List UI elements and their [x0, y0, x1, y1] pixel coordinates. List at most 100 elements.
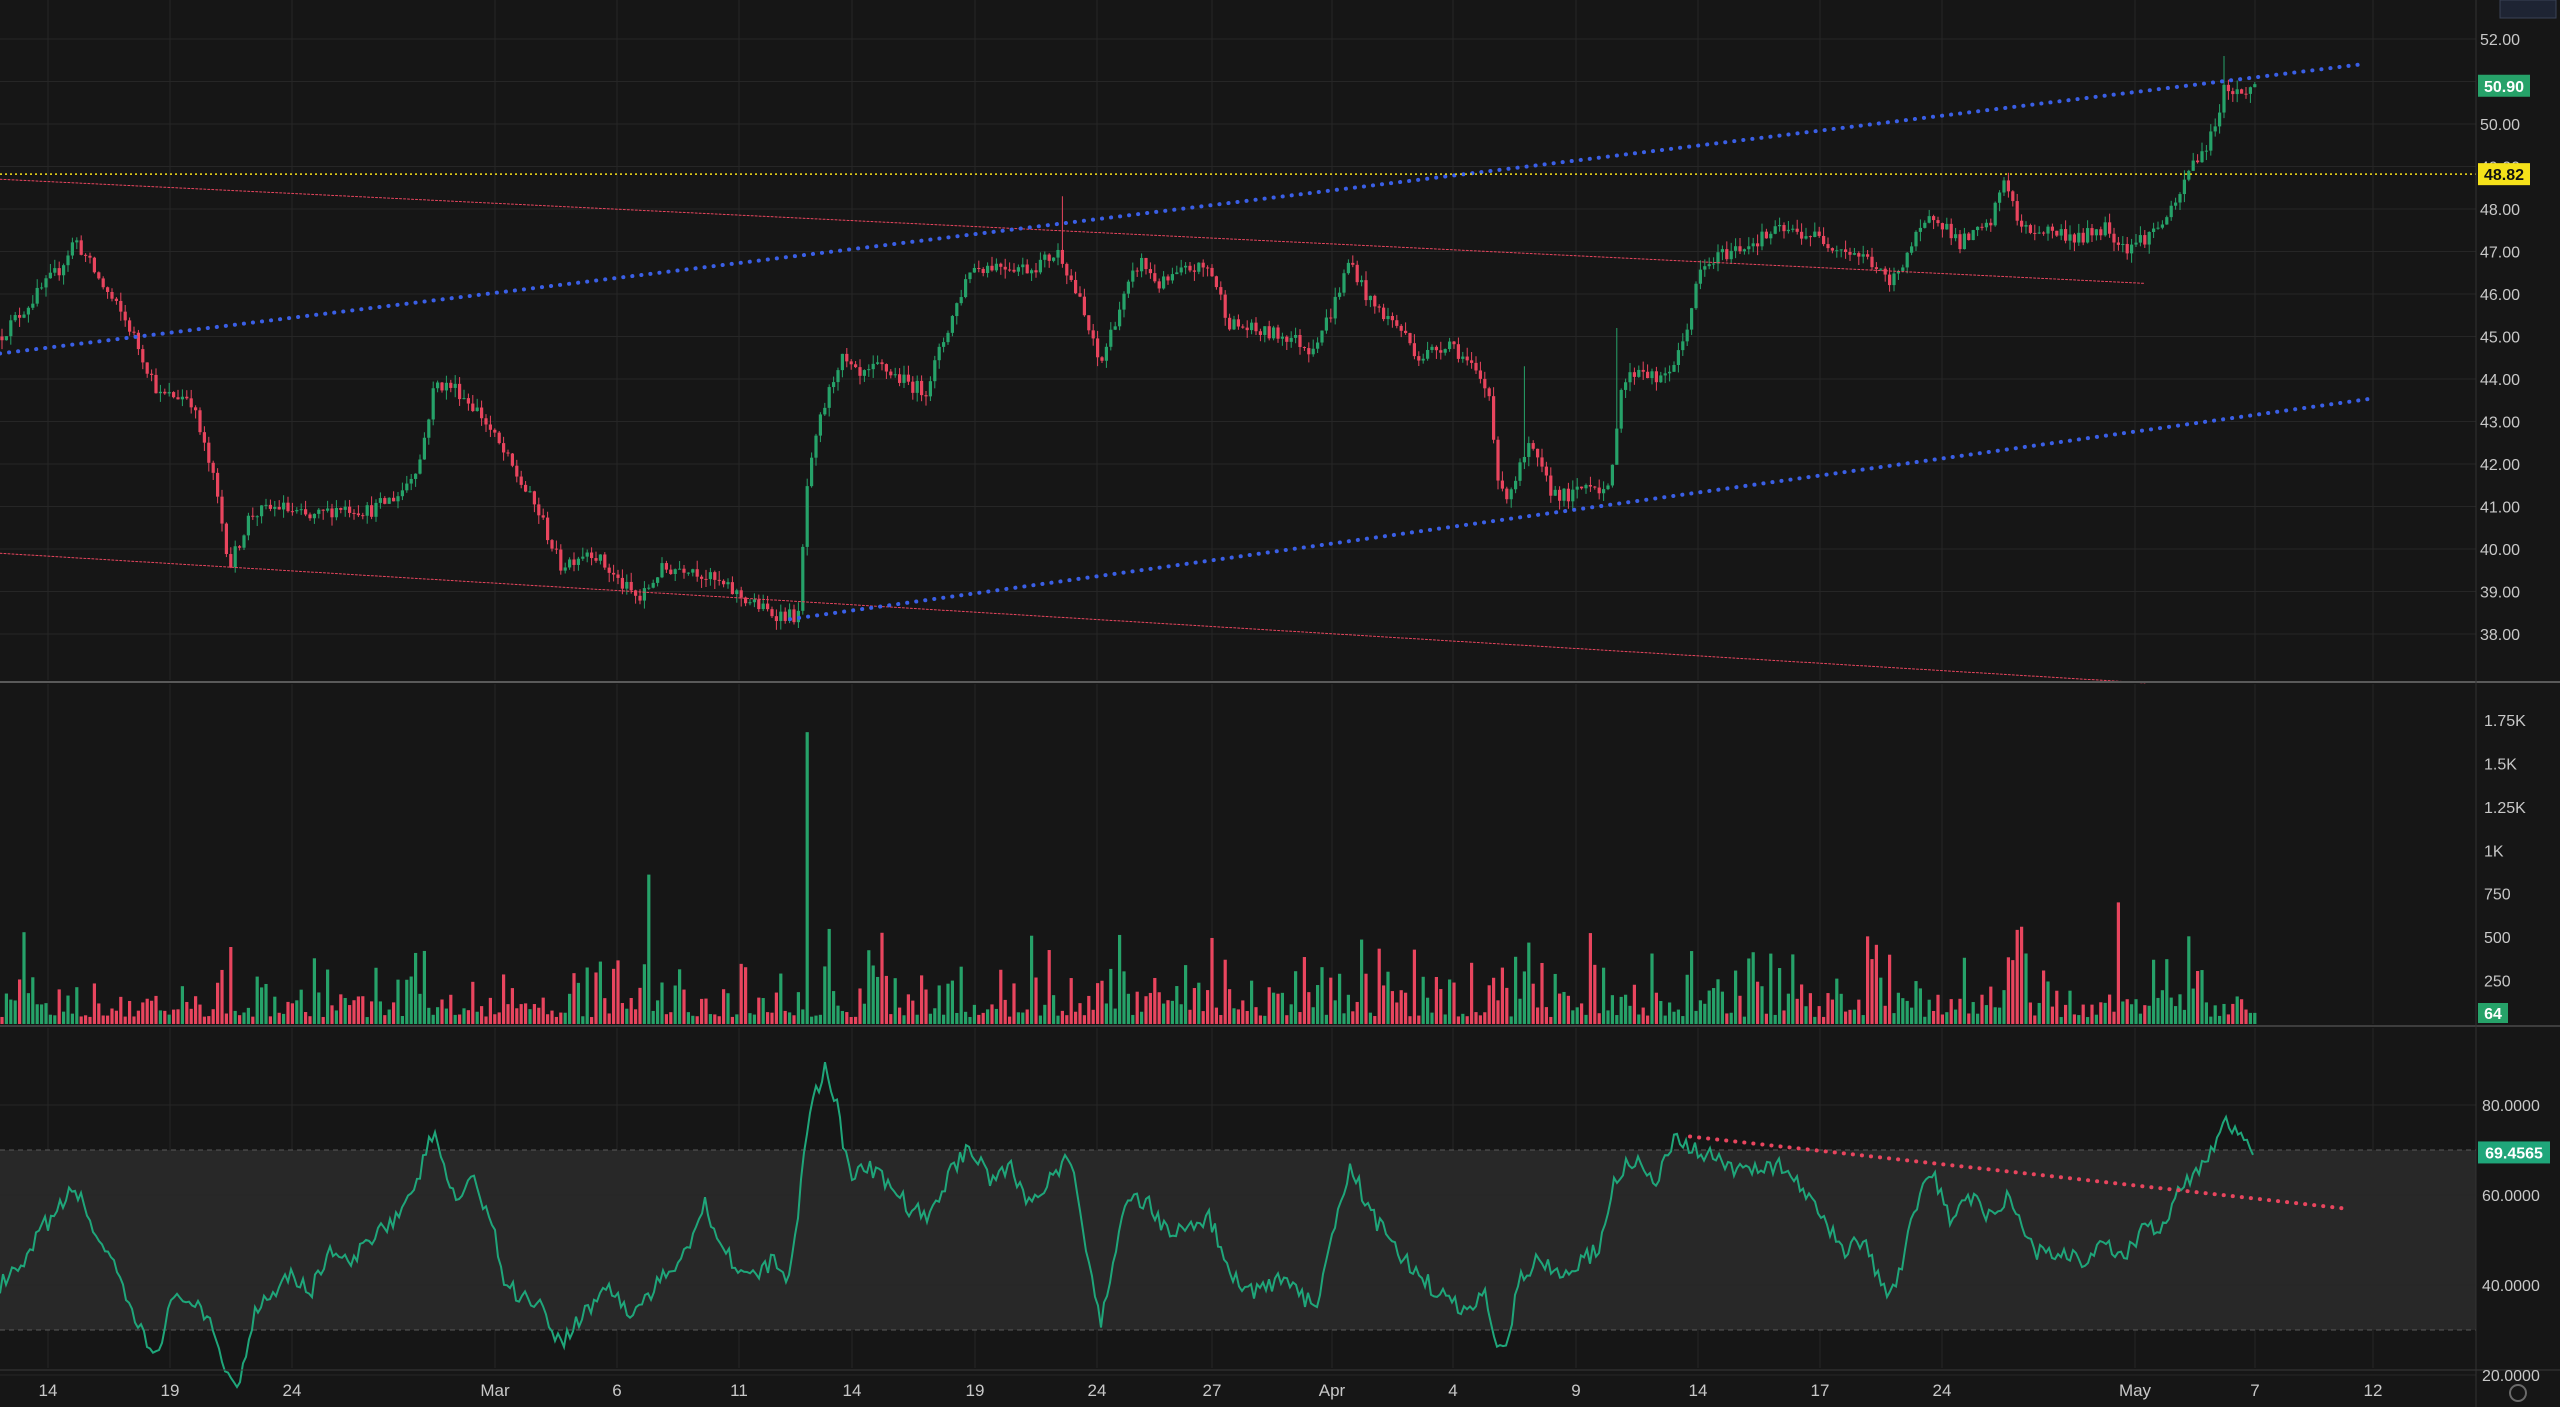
volume-bar	[924, 989, 928, 1024]
volume-bar	[1157, 992, 1161, 1024]
candle-body	[708, 572, 712, 580]
candle-body	[2248, 87, 2252, 94]
volume-bar	[312, 958, 316, 1024]
candle-body	[1668, 371, 1672, 374]
volume-bar	[647, 874, 651, 1024]
volume-bar	[1518, 998, 1522, 1024]
candle-body	[1461, 356, 1465, 359]
candle-body	[1725, 249, 1729, 260]
volume-bar	[783, 1010, 787, 1024]
volume-bar	[1883, 1005, 1887, 1024]
rsi-axis[interactable]: 80.0000 60.0000 40.0000 20.0000	[2482, 1098, 2540, 1385]
candle-body	[722, 580, 726, 585]
volume-bar	[343, 998, 347, 1024]
volume-bar	[2046, 981, 2050, 1024]
volume-bar	[1140, 1011, 1144, 1024]
volume-bar	[1690, 951, 1694, 1024]
candle-body	[1742, 249, 1746, 252]
candle-body	[1892, 273, 1896, 286]
candle-body	[53, 268, 57, 273]
volume-bar	[427, 1007, 431, 1024]
volume-bar	[1839, 993, 1843, 1024]
volume-bar	[524, 1003, 528, 1024]
candle-body	[1624, 382, 1628, 390]
scale-menu-button[interactable]	[2499, 0, 2557, 19]
price-axis[interactable]: 52.0051.0050.0049.0048.0047.0046.0045.00…	[2480, 32, 2520, 644]
candle-body	[493, 429, 497, 433]
candle-body	[57, 268, 61, 276]
lower-channel-line[interactable]	[788, 396, 2377, 622]
red-trend-line-bottom[interactable]	[0, 552, 2146, 684]
candle-body	[915, 380, 919, 393]
candle-body	[999, 263, 1003, 267]
volume-bar	[145, 998, 149, 1024]
volume-bar	[1558, 993, 1562, 1024]
candle-body	[854, 364, 858, 368]
time-tick-label: 27	[1203, 1381, 1222, 1400]
candle-body	[1210, 267, 1214, 277]
rsi-pane[interactable]	[0, 1028, 2476, 1389]
settings-icon[interactable]	[2509, 1384, 2527, 1402]
price-tick-label: 39.00	[2480, 585, 2520, 602]
candle-body	[70, 242, 74, 256]
price-pane[interactable]	[0, 0, 2476, 684]
candle-body	[686, 572, 690, 574]
candle-body	[1544, 466, 1548, 476]
volume-bar	[1214, 1007, 1218, 1024]
candle-body	[849, 361, 853, 365]
candle-body	[2121, 243, 2125, 245]
candle-body	[616, 574, 620, 578]
volume-bar	[1342, 1013, 1346, 1024]
volume-bar	[695, 1016, 699, 1024]
volume-bar	[656, 1000, 660, 1024]
candle-body	[348, 506, 352, 513]
candle-body	[1034, 270, 1038, 273]
volume-bar	[1707, 990, 1711, 1024]
candle-body	[1113, 326, 1117, 330]
volume-bar	[110, 1008, 114, 1024]
volume-pane[interactable]	[0, 684, 2374, 1024]
volume-bar	[1901, 998, 1905, 1024]
volume-bar	[48, 1014, 52, 1024]
candle-body	[1945, 223, 1949, 230]
volume-bar	[119, 996, 123, 1024]
volume-bar	[282, 1013, 286, 1024]
candle-body	[1360, 280, 1364, 283]
candle-body	[1804, 236, 1808, 239]
candle-body	[387, 497, 391, 504]
volume-bar	[1025, 1009, 1029, 1024]
volume-bar	[1320, 967, 1324, 1024]
candle-body	[1056, 249, 1060, 258]
volume-bar	[942, 1014, 946, 1024]
candle-body	[92, 257, 96, 273]
volume-bar	[2086, 1017, 2090, 1024]
candle-body	[678, 568, 682, 570]
volume-bar	[730, 1016, 734, 1024]
volume-bar	[1368, 1012, 1372, 1024]
volume-bar	[664, 1014, 668, 1024]
volume-bar	[1087, 995, 1091, 1024]
candle-body	[717, 579, 721, 581]
volume-bar	[1175, 986, 1179, 1024]
candle-body	[1091, 330, 1095, 339]
candle-body	[308, 514, 312, 519]
candle-body	[1241, 326, 1245, 328]
volume-bar	[928, 1013, 932, 1024]
rsi-trend-line[interactable]	[1688, 1134, 2347, 1211]
volume-bar	[541, 997, 545, 1024]
candle-body	[449, 382, 453, 388]
volume-bar	[708, 1014, 712, 1024]
candle-body	[1720, 249, 1724, 253]
volume-axis[interactable]: 1.75K 1.5K 1.25K 1K 750 500 250	[2484, 713, 2526, 991]
candle-body	[110, 291, 114, 299]
time-axis[interactable]: 14 19 24 Mar 6 11 14 19 24 27 Apr 4 9 14 17 24 May 7 12	[39, 1381, 2383, 1400]
volume-bar	[2055, 990, 2059, 1024]
volume-bar	[172, 1009, 176, 1024]
volume-bar	[1166, 1000, 1170, 1024]
red-trend-line-top[interactable]	[0, 178, 2146, 284]
candle-body	[1140, 257, 1144, 272]
rsi-tick-label: 20.0000	[2482, 1368, 2540, 1385]
candle-body	[1470, 360, 1474, 363]
volume-bar	[1338, 973, 1342, 1024]
